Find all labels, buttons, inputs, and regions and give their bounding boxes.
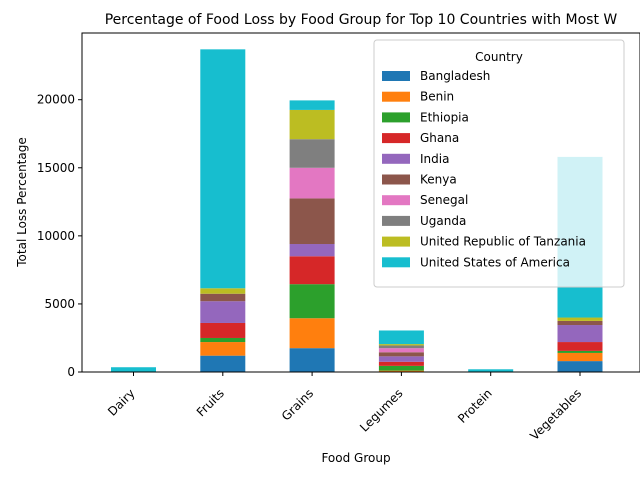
legend-swatch: [382, 91, 410, 102]
bar-grains-ethiopia: [289, 284, 335, 319]
legend-swatch: [382, 133, 410, 144]
legend-swatch: [382, 195, 410, 206]
y-tick-label: 10000: [37, 229, 75, 243]
bar-vegetables-benin: [557, 352, 603, 362]
bar-legumes-benin: [378, 370, 424, 372]
legend-label: Senegal: [420, 193, 468, 207]
x-tick-label: Protein: [455, 386, 495, 426]
bars-layer: [111, 49, 603, 372]
bar-grains-kenya: [289, 198, 335, 245]
bar-protein-united-states-of-america: [468, 369, 514, 372]
x-tick-label: Legumes: [357, 386, 405, 434]
legend-swatch: [382, 153, 410, 164]
x-tick-label: Dairy: [105, 386, 138, 419]
bar-vegetables-india: [557, 325, 603, 343]
legend-label: Ghana: [420, 131, 459, 145]
y-tick-label: 15000: [37, 161, 75, 175]
legend-swatch: [382, 71, 410, 81]
x-tick-label: Fruits: [194, 386, 227, 419]
legend-swatch: [382, 215, 410, 226]
bar-fruits-united-republic-of-tanzania: [200, 288, 246, 294]
bar-fruits-ethiopia: [200, 337, 246, 343]
bar-legumes-senegal: [378, 348, 424, 353]
legend-label: Benin: [420, 90, 454, 104]
x-axis: Dairy Fruits Grains Legumes Protein Vegetable…: [105, 372, 584, 443]
bar-dairy-united-states-of-america: [111, 367, 156, 372]
bar-fruits-bangladesh: [200, 355, 246, 372]
legend-label: United States of America: [420, 255, 570, 269]
legend: Country Bangladesh Benin Ethiopia Ghana India…: [373, 39, 625, 288]
bar-fruits-ghana: [200, 322, 246, 338]
y-axis: 0 5000 10000 15000 20000: [37, 93, 82, 379]
bar-grains-benin: [289, 318, 335, 349]
legend-label: Bangladesh: [420, 69, 490, 83]
legend-swatch: [382, 257, 410, 268]
bar-grains-ghana: [289, 256, 335, 285]
bar-vegetables-united-republic-of-tanzania: [557, 317, 603, 321]
bar-vegetables-kenya: [557, 320, 603, 326]
legend-label: United Republic of Tanzania: [420, 235, 586, 249]
bar-grains-bangladesh: [289, 348, 335, 372]
y-tick-label: 20000: [37, 93, 75, 107]
chart-title: Percentage of Food Loss by Food Group fo…: [105, 12, 618, 28]
bar-legumes-ethiopia: [378, 365, 424, 371]
bar-grains-uganda: [289, 139, 335, 168]
bar-vegetables-ghana: [557, 342, 603, 351]
x-tick-label: Vegetables: [527, 386, 584, 443]
bar-vegetables-bangladesh: [557, 361, 603, 372]
bar-grains-united-states-of-america: [289, 100, 335, 110]
y-tick-label: 0: [67, 365, 75, 379]
legend-swatch: [382, 112, 410, 123]
bar-fruits-india: [200, 301, 246, 323]
legend-label: India: [420, 152, 449, 166]
bar-grains-united-republic-of-tanzania: [289, 109, 335, 140]
bar-legumes-kenya: [378, 352, 424, 357]
legend-label: Ethiopia: [420, 110, 469, 124]
y-axis-label: Total Loss Percentage: [15, 137, 29, 267]
plot-frame: [81, 32, 640, 373]
legend-title: Country: [475, 50, 523, 64]
bar-grains-senegal: [289, 167, 335, 199]
bar-legumes-united-republic-of-tanzania: [378, 344, 424, 346]
bar-fruits-united-states-of-america: [200, 49, 246, 289]
bar-vegetables-ethiopia: [557, 350, 603, 353]
legend-swatch: [382, 174, 410, 185]
legend-swatch: [382, 236, 410, 247]
y-tick-label: 5000: [44, 297, 75, 311]
legend-label: Uganda: [420, 214, 466, 228]
bar-legumes-ghana: [378, 361, 424, 366]
bar-legumes-united-states-of-america: [378, 330, 424, 345]
legend-label: Kenya: [420, 173, 457, 187]
x-axis-label: Food Group: [321, 451, 390, 465]
legend-frame: [373, 39, 625, 288]
bar-grains-india: [289, 244, 335, 257]
bar-fruits-benin: [200, 342, 246, 356]
x-tick-label: Grains: [279, 386, 316, 423]
bar-fruits-kenya: [200, 293, 246, 302]
bar-legumes-uganda: [378, 345, 424, 349]
bar-legumes-india: [378, 356, 424, 362]
